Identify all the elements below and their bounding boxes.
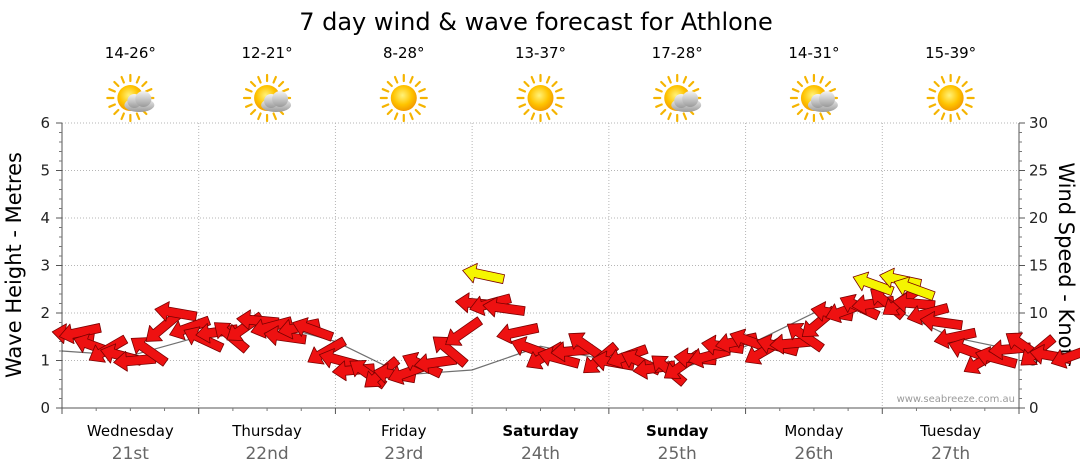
wind-arrow-strong-shape xyxy=(852,271,895,296)
partly-cloudy-icon xyxy=(244,75,291,121)
wind-arrow xyxy=(786,323,825,353)
y-tick-label-left: 0 xyxy=(40,399,50,417)
y-tick-label-right: 25 xyxy=(1029,162,1048,180)
y-tick-label-right: 0 xyxy=(1029,399,1039,417)
temperature-range: 8-28° xyxy=(383,44,425,62)
wind-arrow xyxy=(906,303,950,326)
wind-arrow-shape xyxy=(292,317,335,342)
wind-arrow-strong-shape xyxy=(893,276,936,301)
wind-arrow xyxy=(445,316,483,346)
day-label-tuesday: Tuesday xyxy=(919,422,981,440)
temperature-range: 13-37° xyxy=(515,44,566,62)
wind-arrow-shape xyxy=(250,316,294,339)
wind-arrow-shape xyxy=(786,323,825,353)
wind-arrow-shape xyxy=(906,303,950,326)
day-label-sunday: Sunday xyxy=(646,422,709,440)
date-label-sunday: 25th xyxy=(658,444,697,464)
wind-arrow-shape xyxy=(919,310,963,332)
wind-arrow-shape xyxy=(307,336,347,365)
wind-arrow-shape xyxy=(496,323,540,345)
wind-arrow-strong xyxy=(852,271,895,296)
temperature-range: 15-39° xyxy=(925,44,976,62)
wind-arrow-shape xyxy=(154,301,198,322)
wind-arrow xyxy=(1050,344,1080,369)
sunny-icon xyxy=(516,73,565,123)
y-tick-label-left: 5 xyxy=(40,162,50,180)
wind-arrow xyxy=(58,323,102,345)
partly-cloudy-icon xyxy=(654,75,701,121)
day-label-thursday: Thursday xyxy=(231,422,302,440)
chart-title: 7 day wind & wave forecast for Athlone xyxy=(299,8,773,36)
day-label-friday: Friday xyxy=(381,422,427,440)
wind-arrow-shape xyxy=(933,327,977,349)
day-label-wednesday: Wednesday xyxy=(87,422,174,440)
temperature-range: 17-28° xyxy=(652,44,703,62)
sunny-icon xyxy=(379,73,428,123)
wind-arrow-strong xyxy=(462,262,505,284)
y-axis-right-label: Wind Speed - Knots xyxy=(1054,162,1078,367)
wind-arrow xyxy=(933,327,977,349)
credit-text: www.seabreeze.com.au xyxy=(897,394,1015,405)
y-tick-label-right: 20 xyxy=(1029,209,1048,227)
wind-arrow-shape xyxy=(445,316,483,346)
wind-arrow-shape xyxy=(482,296,526,318)
wind-arrow-shape xyxy=(1050,344,1080,369)
y-tick-label-right: 30 xyxy=(1029,114,1048,132)
wind-arrow xyxy=(307,336,347,365)
wind-arrow xyxy=(169,315,211,341)
wind-arrow-shape xyxy=(892,292,936,314)
date-label-wednesday: 21st xyxy=(112,444,149,464)
date-label-saturday: 24th xyxy=(521,444,560,464)
partly-cloudy-icon xyxy=(107,75,154,121)
y-tick-label-left: 6 xyxy=(40,114,50,132)
y-tick-label-right: 10 xyxy=(1029,304,1048,322)
wind-arrow xyxy=(975,346,1018,369)
wind-arrow xyxy=(292,317,335,342)
y-tick-label-left: 3 xyxy=(40,257,50,275)
date-label-tuesday: 27th xyxy=(931,444,970,464)
wind-arrow-shape xyxy=(58,323,102,345)
date-label-monday: 26th xyxy=(794,444,833,464)
temperature-range: 14-31° xyxy=(788,44,839,62)
date-label-friday: 23rd xyxy=(384,444,423,464)
y-axis-left-label: Wave Height - Metres xyxy=(2,152,26,378)
wind-arrow-shape xyxy=(169,315,211,341)
wind-arrow xyxy=(919,310,963,332)
y-tick-label-left: 2 xyxy=(40,304,50,322)
partly-cloudy-icon xyxy=(791,75,838,121)
y-tick-label-right: 15 xyxy=(1029,257,1048,275)
wind-arrow xyxy=(892,292,936,314)
wind-arrow xyxy=(250,316,294,339)
wind-arrow xyxy=(482,296,526,318)
wind-arrow-shape xyxy=(975,346,1018,369)
wind-arrow xyxy=(496,323,540,345)
wind-arrow-strong-shape xyxy=(462,262,505,284)
y-tick-label-left: 1 xyxy=(40,352,50,370)
temperature-range: 12-21° xyxy=(242,44,293,62)
sunny-icon xyxy=(926,73,975,123)
temperature-range: 14-26° xyxy=(105,44,156,62)
day-label-monday: Monday xyxy=(784,422,843,440)
wind-arrow-strong xyxy=(893,276,936,301)
wind-arrow xyxy=(154,301,198,322)
date-label-thursday: 22nd xyxy=(245,444,288,464)
y-tick-label-left: 4 xyxy=(40,209,50,227)
day-label-saturday: Saturday xyxy=(502,422,579,440)
